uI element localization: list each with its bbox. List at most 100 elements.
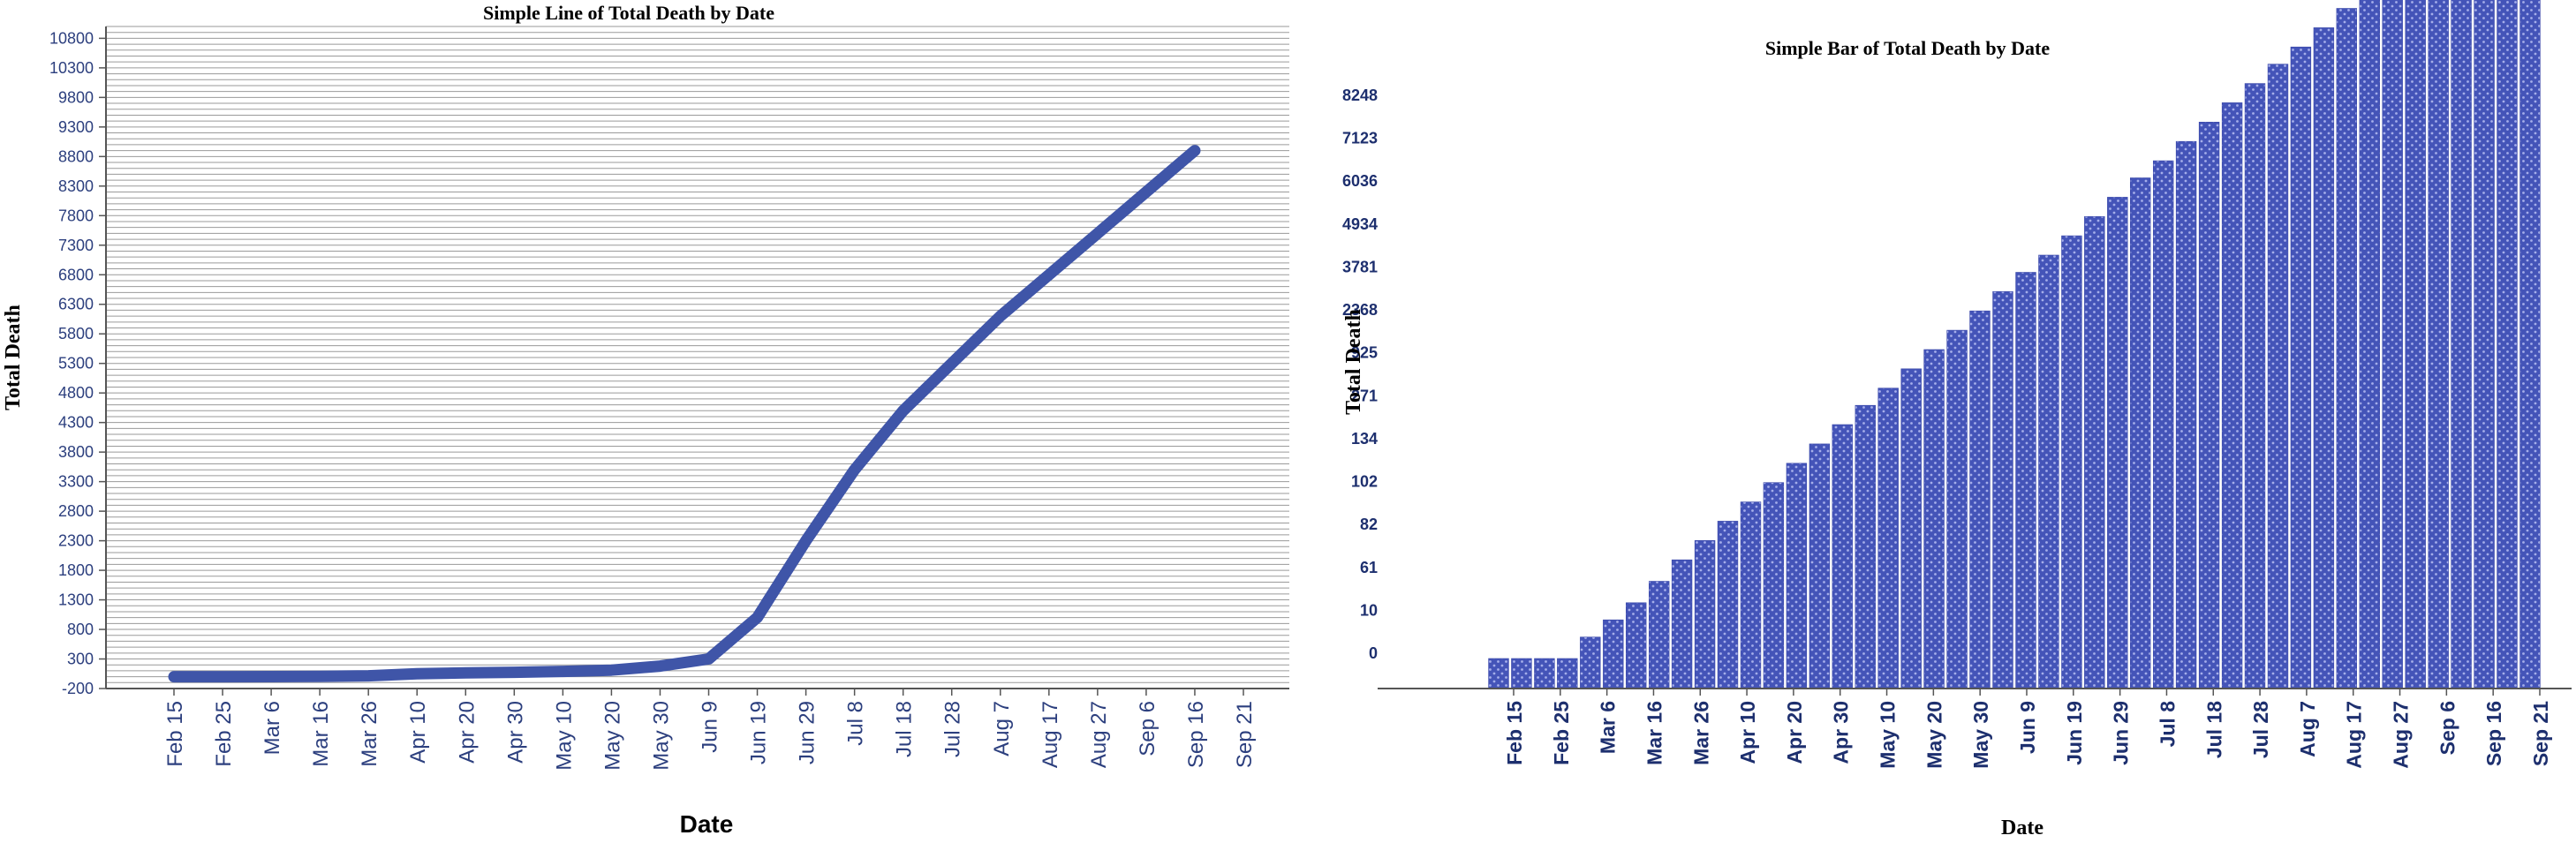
bar: [2061, 235, 2082, 689]
y-tick-label: 271: [1351, 387, 1378, 404]
bar: [1992, 290, 2013, 689]
bar: [1832, 424, 1854, 689]
y-tick-label: 8800: [58, 147, 94, 165]
bar: [1786, 463, 1808, 689]
bar: [2359, 0, 2381, 689]
y-tick-label: 10800: [49, 29, 94, 47]
y-tick-label: 82: [1360, 516, 1378, 533]
x-tick-label: Jul 28: [941, 701, 965, 757]
x-tick-label: Mar 26: [1689, 701, 1712, 765]
bar: [2336, 8, 2358, 689]
x-tick-label: Jul 8: [2156, 701, 2179, 748]
y-tick-label: 4934: [1342, 215, 1378, 233]
bar: [2084, 216, 2105, 689]
x-tick-label: Mar 26: [358, 701, 381, 767]
x-tick-label: Sep 6: [2436, 701, 2459, 755]
x-tick-label: Apr 10: [1736, 701, 1759, 764]
x-tick-label: Feb 15: [163, 701, 187, 767]
bar: [1557, 658, 1578, 689]
y-tick-label: 925: [1351, 344, 1378, 362]
bar: [2428, 0, 2449, 689]
y-tick-label: 4300: [58, 414, 94, 432]
x-tick-label: Sep 21: [1233, 701, 1257, 768]
bar: [2244, 83, 2266, 689]
x-axis-label: Date: [680, 810, 734, 838]
bar: [2313, 27, 2335, 689]
y-tick-label: 2300: [58, 532, 94, 550]
y-tick-label: 7300: [58, 237, 94, 254]
bar: [1855, 404, 1877, 689]
bar: [1648, 581, 1670, 689]
bar: [2198, 122, 2220, 689]
bar: [2221, 102, 2243, 689]
bar: [2474, 0, 2495, 689]
line-chart: Simple Line of Total Death by Date -200 3…: [2, 2, 1289, 838]
y-axis-ticks: 0 10 61 82 102 134 271 925 2368 3781 4934 6036 7123 8…: [1342, 87, 1378, 662]
x-tick-label: Aug 17: [1039, 701, 1062, 768]
y-tick-label: 1800: [58, 561, 94, 579]
y-tick-label: 6036: [1342, 172, 1378, 190]
x-axis-label: Date: [2001, 817, 2043, 839]
x-tick-label: Mar 16: [309, 701, 333, 767]
y-tick-label: 8248: [1342, 87, 1378, 104]
x-tick-label: Sep 6: [1136, 701, 1160, 756]
x-tick-label: Jun 19: [747, 701, 771, 764]
bars: [1488, 0, 2541, 689]
x-tick-label: Aug 17: [2343, 701, 2366, 769]
y-tick-label: 4800: [58, 384, 94, 402]
bar: [2129, 177, 2151, 689]
x-tick-label: May 20: [601, 701, 624, 771]
y-axis-label: Total Death: [1342, 309, 1365, 415]
y-tick-label: 102: [1351, 473, 1378, 491]
y-tick-label: 10: [1360, 601, 1378, 619]
x-tick-label: Apr 20: [455, 701, 479, 764]
y-tick-label: 3781: [1342, 258, 1378, 275]
x-tick-label: Feb 15: [1503, 701, 1526, 765]
y-tick-label: 0: [1369, 644, 1378, 662]
x-tick-label: Sep 16: [2482, 701, 2505, 766]
bar: [1969, 310, 1991, 689]
x-tick-label: May 10: [552, 701, 576, 771]
chart-title: Simple Line of Total Death by Date: [483, 2, 774, 24]
y-tick-label: 61: [1360, 559, 1378, 576]
x-tick-label: Feb 25: [212, 701, 236, 767]
bar: [1534, 658, 1555, 689]
chart-title: Simple Bar of Total Death by Date: [1765, 37, 2051, 59]
bar: [2038, 254, 2059, 689]
bar: [1694, 539, 1716, 689]
bar: [2267, 64, 2289, 689]
x-tick-label: Apr 30: [1830, 701, 1853, 764]
x-tick-label: Mar 6: [1597, 701, 1620, 754]
x-tick-label: Jun 29: [796, 701, 820, 764]
bar: [1946, 329, 1968, 689]
bar: [2107, 197, 2128, 689]
x-tick-label: Mar 6: [261, 701, 284, 755]
x-axis-ticks: Feb 15 Feb 25 Mar 6 Mar 16 Mar 26 Apr 10 Apr 2…: [1503, 689, 2552, 769]
bar: [2497, 0, 2518, 689]
bar: [2405, 0, 2426, 689]
bar: [2015, 272, 2036, 689]
y-tick-label: 6800: [58, 266, 94, 283]
x-tick-label: Aug 7: [990, 701, 1014, 756]
y-axis-ticks: -200 300 800 1300 1800 2300 2800 3300 3800 4300 48…: [49, 29, 106, 697]
bar: [1580, 636, 1601, 689]
y-tick-label: 5300: [58, 355, 94, 373]
x-tick-label: May 30: [649, 701, 673, 771]
x-tick-label: May 20: [1923, 701, 1945, 769]
bar: [2152, 160, 2174, 689]
bar: [1488, 658, 1509, 689]
y-tick-label: 5800: [58, 325, 94, 342]
x-tick-label: Jul 28: [2249, 701, 2272, 758]
x-tick-label: Jul 8: [844, 701, 868, 746]
y-tick-label: 6300: [58, 296, 94, 313]
y-tick-label: 2800: [58, 502, 94, 520]
bar: [1625, 602, 1647, 689]
bar: [1923, 349, 1945, 689]
bar: [1877, 388, 1899, 689]
y-tick-label: 3300: [58, 473, 94, 491]
bar: [1717, 521, 1739, 689]
x-tick-label: Aug 27: [1087, 701, 1111, 768]
x-tick-label: Sep 16: [1184, 701, 1208, 768]
bar: [2382, 0, 2403, 689]
gridlines: [106, 26, 1289, 689]
